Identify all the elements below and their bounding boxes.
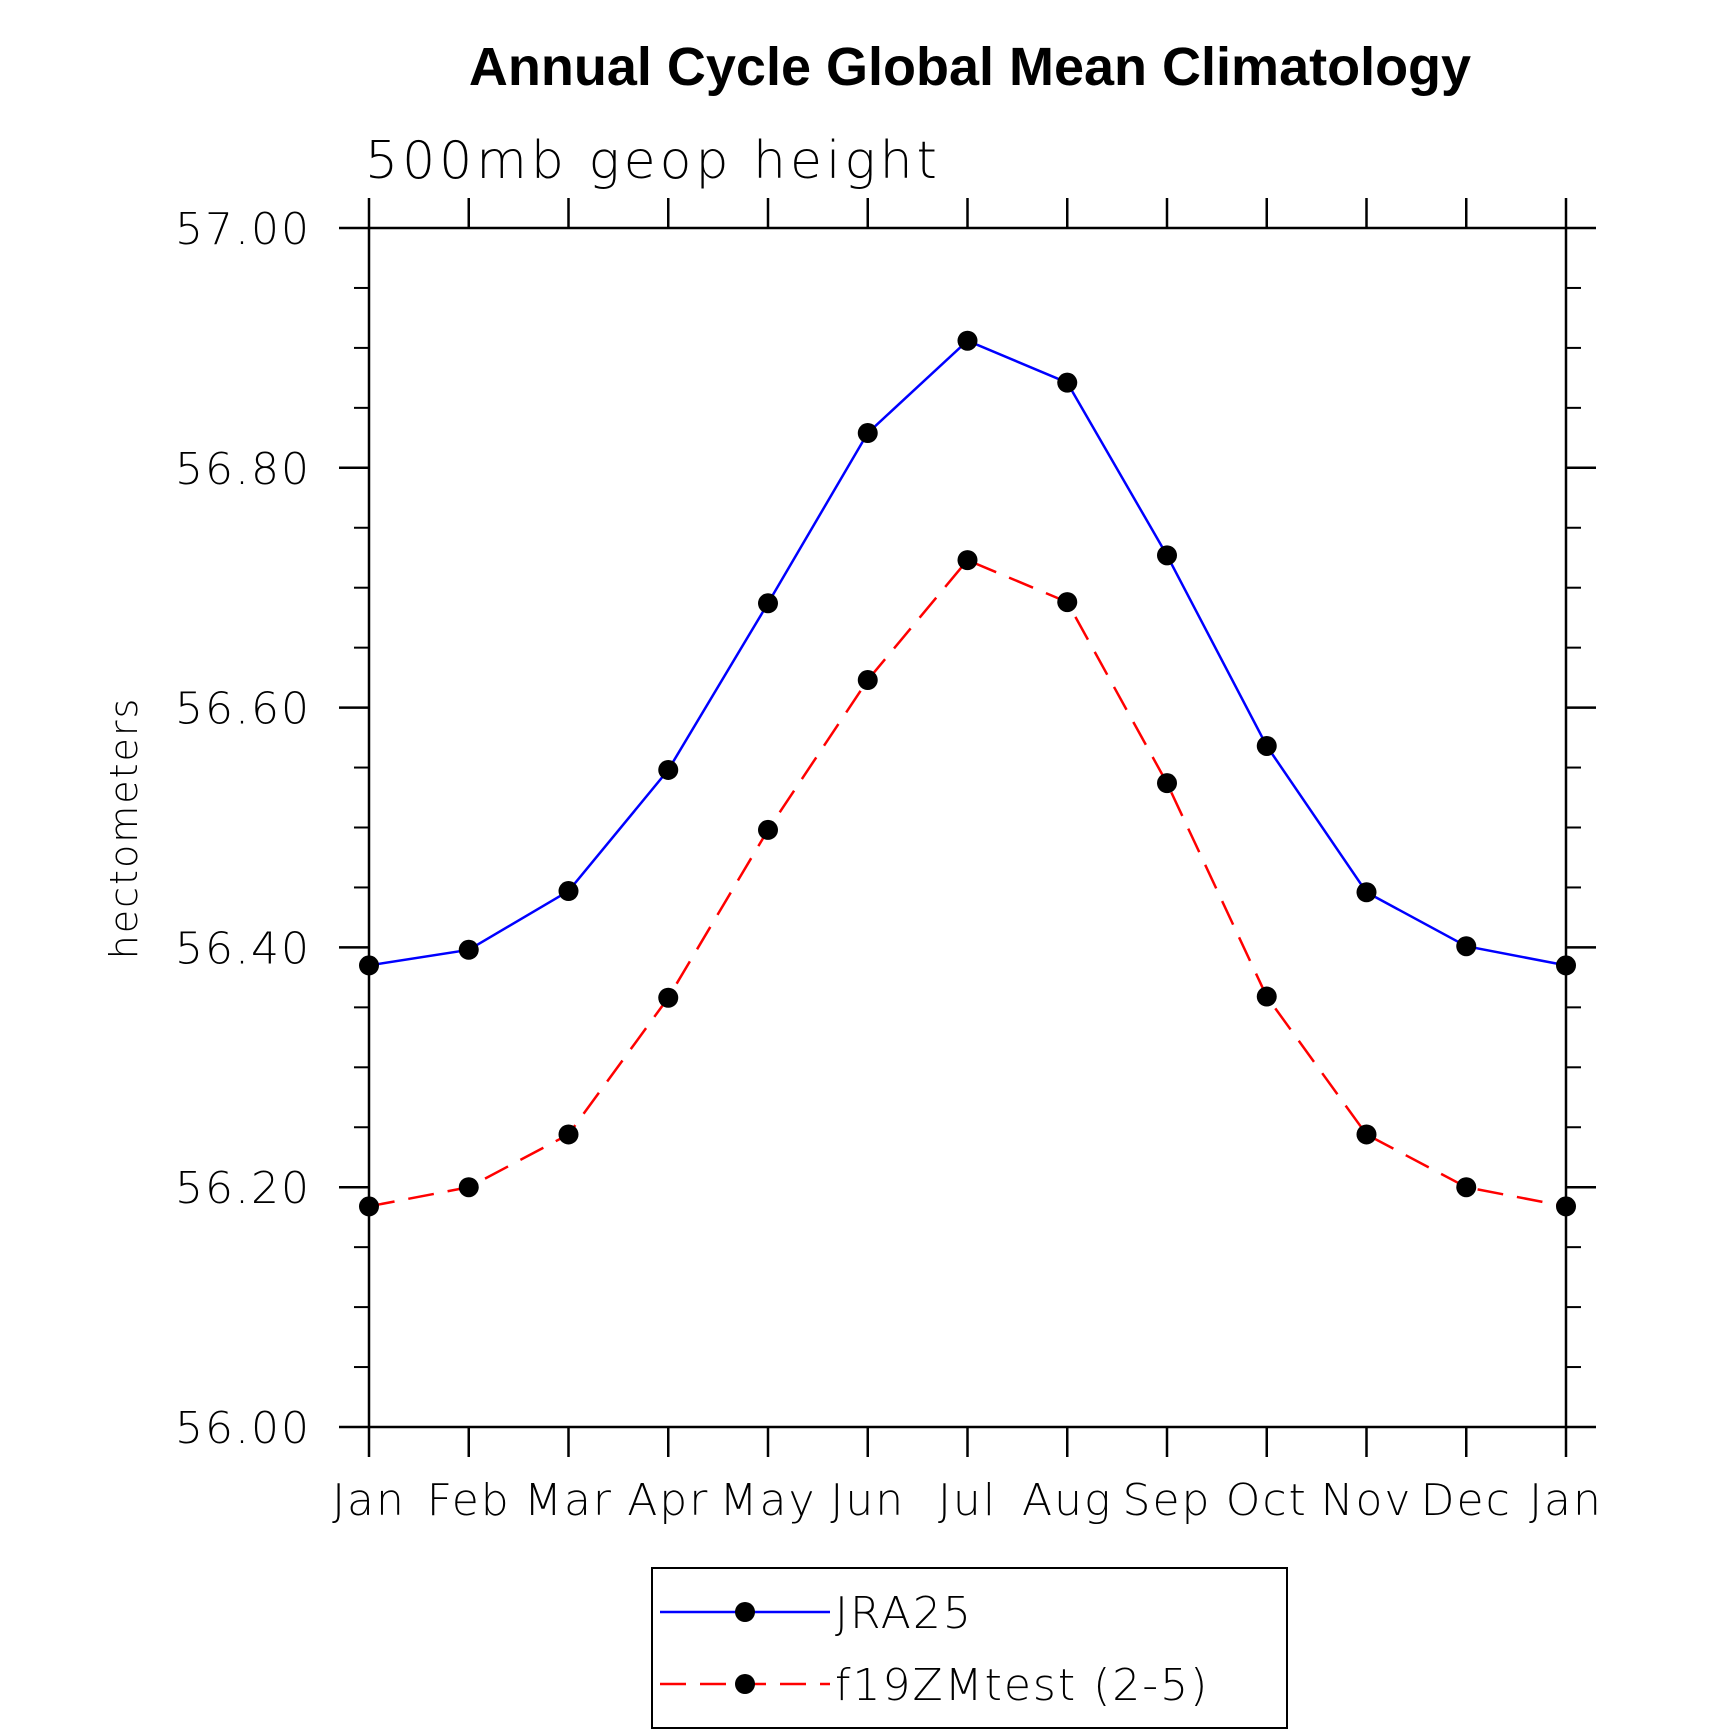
data-point [758, 819, 778, 840]
data-point [1356, 1124, 1377, 1145]
chart-subtitle: 500mb geop height [365, 131, 941, 191]
data-point [1556, 1196, 1576, 1217]
data-point [558, 1124, 579, 1145]
legend-box [651, 1567, 1288, 1729]
data-point [359, 1196, 379, 1217]
x-tick-label: Aug [1022, 1475, 1112, 1526]
data-point [458, 939, 479, 960]
data-point [359, 955, 379, 976]
data-point [857, 423, 878, 444]
legend-marker [735, 1674, 755, 1694]
x-tick-label: May [720, 1475, 817, 1526]
data-point [658, 759, 679, 780]
x-tick-label: Jan [1529, 1475, 1603, 1526]
data-point [758, 593, 778, 614]
y-tick-label: 56.60 [175, 684, 311, 735]
x-tick-label: Apr [627, 1475, 709, 1526]
data-point [558, 881, 579, 902]
legend-label: JRA25 [835, 1588, 973, 1639]
series-layer [359, 330, 1576, 1217]
y-tick-label: 56.00 [175, 1403, 311, 1454]
x-tick-label: Jan [332, 1475, 406, 1526]
x-tick-label: Jun [830, 1475, 905, 1526]
series-line [368, 558, 1567, 1208]
data-point [957, 550, 978, 571]
data-point [1256, 986, 1277, 1007]
data-point [1256, 735, 1277, 756]
legend-label: f19ZMtest (2-5) [835, 1660, 1209, 1711]
x-tick-label: Mar [524, 1475, 613, 1526]
series-1 [359, 330, 1576, 976]
data-point [1157, 773, 1177, 794]
x-tick-label: Sep [1123, 1475, 1212, 1526]
x-tick-label: Jul [938, 1475, 997, 1526]
legend: JRA25 f19ZMtest (2-5) [651, 1567, 1288, 1729]
chart-title: Annual Cycle Global Mean Climatology [469, 37, 1471, 97]
y-tick-label: 57.00 [175, 204, 311, 255]
y-tick-label: 56.80 [175, 444, 311, 495]
x-tick-label: Oct [1226, 1475, 1308, 1526]
x-tick-label: Nov [1321, 1475, 1413, 1526]
x-tick-label: Dec [1421, 1475, 1512, 1526]
data-point [1157, 545, 1177, 566]
data-point [1057, 372, 1078, 393]
data-point [1556, 955, 1576, 976]
data-point [1356, 882, 1377, 903]
x-tick-label: Feb [427, 1475, 511, 1526]
data-point [458, 1177, 479, 1198]
y-axis-label: hectometers [102, 697, 146, 960]
legend-marker [735, 1602, 755, 1622]
data-point [658, 987, 679, 1008]
data-point [857, 670, 878, 691]
plot-frame [367, 226, 1568, 1429]
data-point [957, 330, 978, 351]
data-point [1456, 1177, 1477, 1198]
series-line [368, 339, 1567, 967]
data-point [1057, 592, 1078, 613]
series-2 [359, 550, 1576, 1217]
plot-axes: 56.00 56.20 56.40 56.60 56.80 57.00 Jan Feb Mar A… [175, 198, 1603, 1526]
y-tick-label: 56.40 [175, 923, 311, 974]
data-point [1456, 936, 1477, 957]
y-tick-label: 56.20 [175, 1163, 311, 1214]
